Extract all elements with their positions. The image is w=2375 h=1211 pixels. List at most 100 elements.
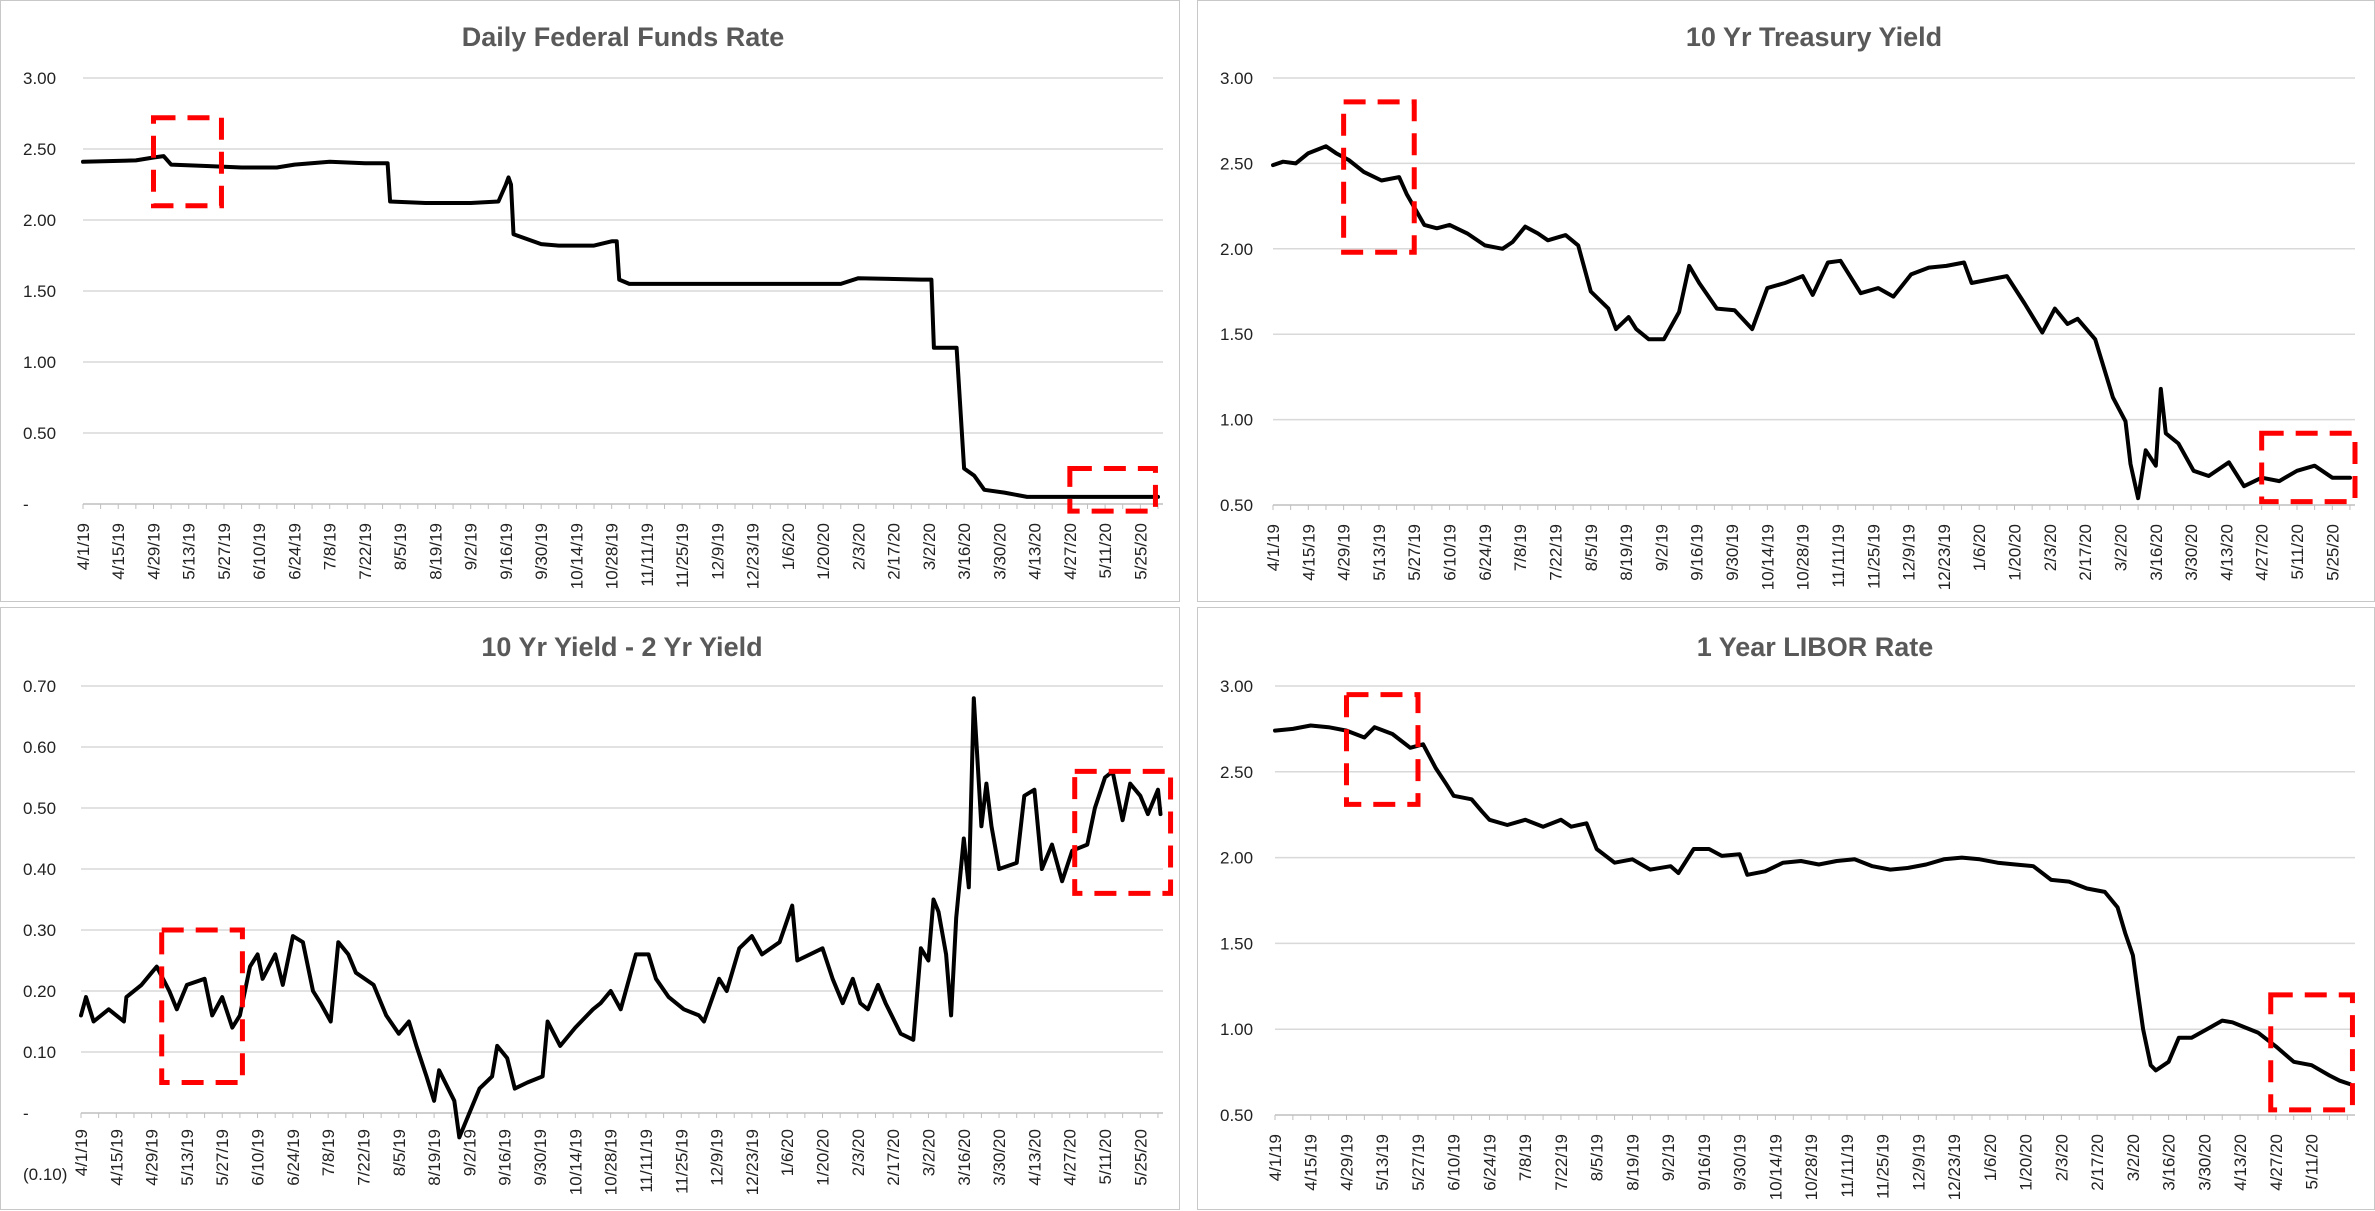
x-tick-label: 4/29/19 xyxy=(143,1129,162,1186)
x-tick-label: 3/16/20 xyxy=(955,523,974,580)
x-tick-label: 10/14/19 xyxy=(1758,524,1777,590)
x-tick-label: 1/6/20 xyxy=(1981,1134,2000,1181)
x-tick-label: 9/2/19 xyxy=(1659,1134,1678,1181)
x-tick-label: 7/8/19 xyxy=(1511,524,1530,571)
chart-title: 1 Year LIBOR Rate xyxy=(1697,632,1934,662)
x-tick-label: 9/16/19 xyxy=(497,523,516,580)
x-tick-label: 4/1/19 xyxy=(74,523,93,570)
y-tick-label: 0.40 xyxy=(23,860,56,879)
x-tick-label: 10/14/19 xyxy=(566,1129,585,1195)
y-tick-label: 0.70 xyxy=(23,677,56,696)
x-tick-label: 12/23/19 xyxy=(743,1129,762,1195)
x-tick-label: 5/11/20 xyxy=(1096,1129,1115,1184)
x-tick-label: 6/10/19 xyxy=(250,523,269,580)
x-tick-label: 10/28/19 xyxy=(1794,524,1813,590)
x-tick-label: 5/25/20 xyxy=(1131,523,1150,580)
x-tick-label: 11/25/19 xyxy=(1874,1134,1893,1199)
x-tick-label: 4/1/19 xyxy=(72,1129,91,1176)
highlight-box xyxy=(1343,692,1421,807)
y-tick-label: 2.50 xyxy=(1220,763,1253,782)
x-tick-label: 5/25/20 xyxy=(2323,524,2342,581)
chart-panel-10yr-treasury: 10 Yr Treasury Yield 0.50 1.00 1.50 2.00 2.50… xyxy=(1197,0,2375,602)
x-tick-label: 8/19/19 xyxy=(425,1129,444,1186)
x-tick-label: 10/14/19 xyxy=(1766,1134,1785,1200)
chart-title: Daily Federal Funds Rate xyxy=(462,22,785,52)
x-tick-label: 8/19/19 xyxy=(1623,1134,1642,1191)
x-tick-label: 7/8/19 xyxy=(1516,1134,1535,1181)
x-tick-label: 5/27/19 xyxy=(1409,1134,1428,1191)
x-tick-label: 4/13/20 xyxy=(2231,1134,2250,1191)
x-tick-label: 6/10/19 xyxy=(1445,1134,1464,1191)
x-tick-label: 4/29/19 xyxy=(1337,1134,1356,1191)
chart-10yr-treasury: 10 Yr Treasury Yield 0.50 1.00 1.50 2.00 2.50… xyxy=(1220,22,2358,590)
x-tick-label: 6/24/19 xyxy=(1480,1134,1499,1191)
y-tick-label: 2.00 xyxy=(23,211,56,230)
x-tick-label: 12/23/19 xyxy=(1945,1134,1964,1200)
x-tick-label: 3/2/20 xyxy=(919,1129,938,1176)
x-tick-label: 7/22/19 xyxy=(1546,524,1565,581)
chart-panel-libor: 1 Year LIBOR Rate 0.50 1.00 1.50 2.00 2.50 3.0… xyxy=(1197,607,2375,1210)
x-tick-label: 5/13/19 xyxy=(1370,524,1389,581)
y-tick-label: 0.50 xyxy=(23,799,56,818)
x-tick-label: 5/27/19 xyxy=(213,1129,232,1186)
y-tick-label: - xyxy=(23,495,29,514)
x-tick-label: 4/15/19 xyxy=(107,1129,126,1186)
x-tick-label: 11/25/19 xyxy=(673,523,692,588)
x-tick-label: 3/30/20 xyxy=(990,523,1009,580)
x-tick-label: 4/27/20 xyxy=(2253,524,2272,581)
y-tick-label: 0.30 xyxy=(23,921,56,940)
x-tick-label: 11/11/19 xyxy=(638,523,657,587)
x-tick-label: 4/15/19 xyxy=(1299,524,1318,581)
x-tick-label: 8/5/19 xyxy=(390,1129,409,1176)
x-tick-label: 3/2/20 xyxy=(920,523,939,570)
x-tick-label: 4/1/19 xyxy=(1266,1134,1285,1181)
x-tick-label: 4/15/19 xyxy=(1302,1134,1321,1191)
x-tick-label: 11/11/19 xyxy=(1829,524,1848,588)
x-tick-label: 8/19/19 xyxy=(1617,524,1636,581)
y-tick-label: 1.00 xyxy=(1220,411,1253,430)
x-tick-label: 7/8/19 xyxy=(321,523,340,570)
x-tick-label: 10/28/19 xyxy=(603,523,622,589)
x-tick-label: 6/24/19 xyxy=(284,1129,303,1186)
x-tick-label: 11/11/19 xyxy=(1838,1134,1857,1198)
y-tick-label: 1.00 xyxy=(1220,1020,1253,1039)
series-line xyxy=(79,696,1163,1140)
x-tick-label: 4/13/20 xyxy=(1025,1129,1044,1186)
x-tick-label: 9/30/19 xyxy=(531,1129,550,1186)
x-tick-label: 7/22/19 xyxy=(356,523,375,580)
y-tick-label: 1.00 xyxy=(23,353,56,372)
y-tick-label: 0.10 xyxy=(23,1043,56,1062)
y-tick-label: 3.00 xyxy=(1220,677,1253,696)
x-tick-label: 9/30/19 xyxy=(532,523,551,580)
chart-panel-fed-funds: Daily Federal Funds Rate - 0.50 1.00 1.50 2.0… xyxy=(0,0,1180,602)
x-tick-label: 9/2/19 xyxy=(1652,524,1671,571)
x-tick-label: 12/9/19 xyxy=(1900,524,1919,581)
y-tick-label: 0.50 xyxy=(1220,496,1253,515)
highlight-box xyxy=(2259,430,2358,505)
highlight-box xyxy=(150,115,224,209)
x-tick-label: 2/3/20 xyxy=(2052,1134,2071,1181)
x-tick-label: 7/22/19 xyxy=(1552,1134,1571,1191)
y-tick-label: 1.50 xyxy=(1220,325,1253,344)
x-tick-label: 12/23/19 xyxy=(744,523,763,589)
x-tick-label: 8/5/19 xyxy=(1588,1134,1607,1181)
x-tick-label: 10/28/19 xyxy=(1802,1134,1821,1200)
x-tick-label: 4/27/20 xyxy=(1061,1129,1080,1186)
x-tick-label: 5/13/19 xyxy=(180,523,199,580)
chart-10yr-2yr-spread: 10 Yr Yield - 2 Yr Yield (0.10) - 0.10 0.20 0… xyxy=(23,632,1174,1195)
x-tick-label: 2/17/20 xyxy=(884,1129,903,1186)
x-tick-label: 5/27/19 xyxy=(1405,524,1424,581)
x-tick-label: 11/25/19 xyxy=(672,1129,691,1194)
x-tick-label: 12/9/19 xyxy=(708,1129,727,1186)
x-tick-label: 9/30/19 xyxy=(1731,1134,1750,1191)
y-tick-label: (0.10) xyxy=(23,1165,67,1184)
x-tick-label: 6/24/19 xyxy=(1476,524,1495,581)
x-tick-label: 4/15/19 xyxy=(109,523,128,580)
chart-libor: 1 Year LIBOR Rate 0.50 1.00 1.50 2.00 2.50 3.0… xyxy=(1220,632,2355,1200)
chart-fed-funds: Daily Federal Funds Rate - 0.50 1.00 1.50 2.0… xyxy=(23,22,1163,589)
x-tick-label: 9/16/19 xyxy=(1688,524,1707,581)
y-tick-label: 0.60 xyxy=(23,738,56,757)
x-tick-label: 11/11/19 xyxy=(637,1129,656,1193)
y-tick-label: 2.00 xyxy=(1220,849,1253,868)
x-tick-label: 8/19/19 xyxy=(426,523,445,580)
